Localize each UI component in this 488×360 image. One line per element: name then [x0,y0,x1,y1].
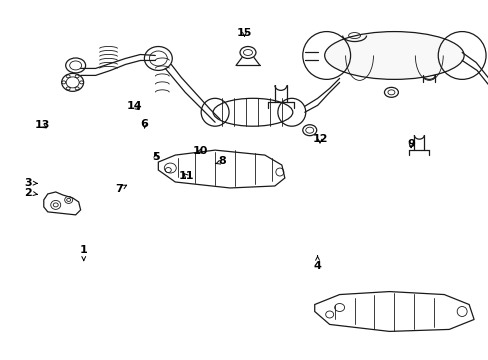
Text: 7: 7 [115,184,126,194]
Text: 8: 8 [215,156,226,166]
Text: 3: 3 [24,178,37,188]
Text: 6: 6 [141,120,148,129]
Text: 5: 5 [152,152,159,162]
Text: 9: 9 [407,139,414,149]
Text: 1: 1 [80,245,87,261]
Text: 15: 15 [236,28,252,38]
Text: 13: 13 [35,121,50,130]
Text: 4: 4 [313,256,321,271]
Ellipse shape [324,32,463,80]
Text: 10: 10 [193,146,208,156]
Text: 11: 11 [178,171,193,181]
Text: 14: 14 [127,102,142,112]
Text: 2: 2 [24,188,37,198]
Text: 12: 12 [312,134,327,144]
